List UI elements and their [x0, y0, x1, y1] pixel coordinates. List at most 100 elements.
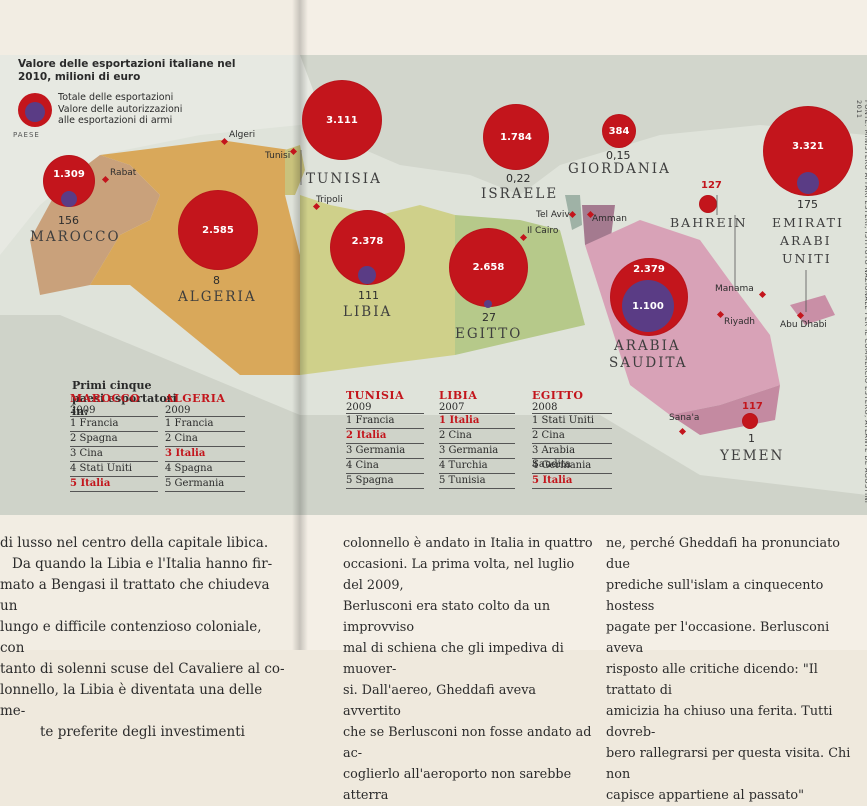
- legend-item-arms: Valore delle autorizzazioni alle esporta…: [58, 104, 183, 126]
- table-tunisia-row: 5 Spagna: [346, 474, 424, 489]
- article-line: pagate per l'occasione. Berlusconi aveva: [606, 620, 830, 656]
- table-algeria-row: 2 Cina: [165, 432, 245, 447]
- article-line: si. Dall'aereo, Gheddafi aveva avvertito: [343, 683, 537, 719]
- article-line: lungo e difficile contenzioso coloniale,…: [0, 619, 262, 656]
- bubble-value-arabia: 2.379: [633, 264, 665, 275]
- city-abu-dhabi: Abu Dhabi: [780, 320, 827, 330]
- article-line: amicizia ha chiuso una ferita. Tutti dov…: [606, 704, 833, 740]
- article-column-middle: colonnello è andato in Italia in quattro…: [343, 533, 593, 806]
- city-algeri: Algeri: [229, 130, 256, 140]
- country-emirati-2: ARABI: [780, 233, 832, 248]
- article-line: risposto alle critiche dicendo: "Il trat…: [606, 662, 818, 698]
- tables-title: Primi cinque paesi esportatori in:: [72, 379, 177, 418]
- book-gutter: [292, 0, 308, 650]
- arms-algeria: 8: [213, 274, 220, 287]
- region-tunisia: [285, 145, 305, 195]
- table-tunisia-row: 3 Germania: [346, 444, 424, 459]
- arms-emirati: 175: [797, 198, 818, 211]
- country-arabia-1: ARABIA: [614, 338, 681, 354]
- article-line: Berlusconi era stato colto da un improvv…: [343, 599, 551, 635]
- table-libia-row: 5 Tunisia: [439, 474, 515, 489]
- value-yemen: 117: [742, 401, 763, 412]
- bubble-arabia: 2.379 1.100: [610, 258, 688, 336]
- bubble-value-giordania: 384: [608, 125, 630, 137]
- country-marocco: MAROCCO: [30, 229, 121, 245]
- legend-item-total: Totale delle esportazioni: [58, 92, 174, 103]
- table-tunisia: TUNISIA 2009 1 Francia 2 Italia 3 German…: [346, 389, 424, 489]
- table-libia: LIBIA 2007 1 Italia 2 Cina 3 Germania 4 …: [439, 389, 515, 489]
- inner-value-arabia: 1.100: [632, 300, 664, 312]
- table-egitto-row: 5 Italia: [532, 474, 612, 489]
- table-tunisia-row: 2 Italia: [346, 429, 424, 444]
- table-egitto: EGITTO 2008 1 Stati Uniti 2 Cina 3 Arabi…: [532, 389, 612, 489]
- arms-israele: 0,22: [506, 172, 531, 185]
- article-line: colonnello è andato in Italia in quattro: [343, 536, 593, 551]
- country-algeria: ALGERIA: [178, 289, 257, 305]
- bubble-giordania: 384: [602, 114, 636, 148]
- bubble-value-libia: 2.378: [351, 236, 384, 247]
- country-emirati-3: UNITI: [782, 251, 832, 266]
- inner-bubble-arabia: 1.100: [622, 280, 674, 332]
- map-background: [0, 55, 867, 515]
- table-marocco-row: 3 Cina: [70, 447, 158, 462]
- table-egitto-year: 2008: [532, 402, 558, 413]
- table-algeria-row: 3 Italia: [165, 447, 245, 462]
- table-marocco-head: MAROCCO: [70, 392, 141, 405]
- city-tunisi: Tunisi: [265, 151, 291, 161]
- article-line: te preferite degli investimenti: [40, 724, 245, 740]
- article-line: che se Berlusconi non fosse andato ad ac…: [343, 725, 592, 761]
- article-line: capisce appartiene al passato": [606, 788, 805, 803]
- bubble-tunisia: 3.111: [302, 80, 382, 160]
- legend-paese-label: PAESE: [13, 131, 40, 139]
- country-emirati-1: EMIRATI: [772, 215, 844, 230]
- country-bahrein: BAHREIN: [670, 215, 748, 230]
- city-rabat: Rabat: [110, 168, 137, 178]
- bubble-value-israele: 1.784: [500, 131, 532, 143]
- article-line: mato a Bengasi il trattato che chiudeva …: [0, 577, 270, 614]
- article-line: di lusso nel centro della capitale libic…: [0, 535, 269, 551]
- bubble-value-marocco: 1.309: [53, 168, 85, 180]
- table-egitto-row: 4 Germania: [532, 459, 612, 474]
- table-libia-year: 2007: [439, 402, 465, 413]
- table-marocco-year: 2009: [70, 405, 96, 416]
- bubble-value-tunisia: 3.111: [326, 114, 358, 126]
- arms-giordania: 0,15: [606, 149, 631, 162]
- city-tel-aviv: Tel Aviv: [536, 210, 570, 220]
- bubble-israele: 1.784: [483, 104, 549, 170]
- country-tunisia: TUNISIA: [306, 171, 382, 187]
- country-israele: ISRAELE: [481, 186, 559, 202]
- city-amman: Amman: [592, 214, 627, 224]
- bubble-egitto: 2.658: [449, 228, 528, 308]
- legend-symbol: [18, 93, 52, 127]
- city-tripoli: Tripoli: [316, 195, 343, 205]
- table-tunisia-row: 4 Cina: [346, 459, 424, 474]
- article-line: lonnello, la Libia è diventata una delle…: [0, 682, 263, 719]
- table-marocco-row: 4 Stati Uniti: [70, 462, 158, 477]
- inner-bubble-egitto: [484, 300, 492, 308]
- bubble-bahrein: [699, 195, 717, 213]
- table-libia-head: LIBIA: [439, 389, 478, 402]
- table-egitto-row: 1 Stati Uniti: [532, 413, 612, 429]
- legend-inner-symbol: [25, 102, 45, 122]
- arms-marocco: 156: [58, 214, 79, 227]
- arms-yemen: 1: [748, 432, 755, 445]
- bubble-marocco: 1.309: [43, 155, 95, 207]
- country-libia: LIBIA: [343, 304, 393, 320]
- table-libia-row: 4 Turchia: [439, 459, 515, 474]
- bubble-value-algeria: 2.585: [202, 224, 234, 236]
- bubble-yemen: [742, 413, 758, 429]
- table-libia-row: 1 Italia: [439, 413, 515, 429]
- inner-bubble-marocco: [61, 191, 77, 207]
- bubble-algeria: 2.585: [178, 190, 258, 270]
- country-egitto: EGITTO: [455, 326, 523, 342]
- table-marocco: MAROCCO 2009 1 Francia 2 Spagna 3 Cina 4…: [70, 392, 158, 492]
- table-egitto-head: EGITTO: [532, 389, 584, 402]
- table-tunisia-row: 1 Francia: [346, 413, 424, 429]
- article-line: Da quando la Libia e l'Italia hanno fir-: [12, 556, 273, 572]
- table-marocco-row: 2 Spagna: [70, 432, 158, 447]
- article-line: coglierlo all'aeroporto non sarebbe atte…: [343, 767, 572, 803]
- article-line: tanto di solenni scuse del Cavaliere al …: [0, 661, 285, 677]
- table-algeria-head: ALGERIA: [165, 392, 226, 405]
- city-manama: Manama: [715, 284, 754, 294]
- legend-title: Valore delle esportazioni italiane nel 2…: [18, 58, 236, 83]
